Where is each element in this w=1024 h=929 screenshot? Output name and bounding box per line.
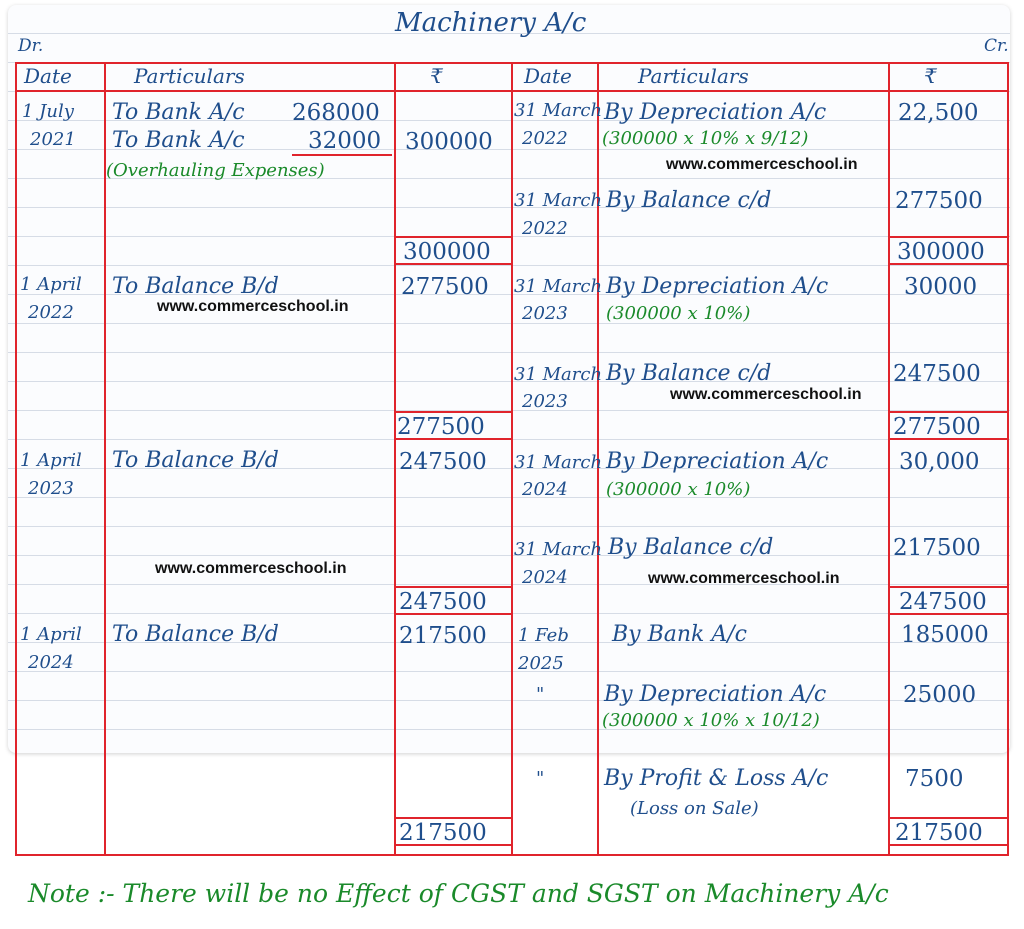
credit-amount: 25000	[903, 682, 977, 708]
debit-date: 1 April	[20, 624, 82, 645]
watermark: www.commerceschool.in	[157, 298, 349, 315]
debit-date-year: 2022	[28, 302, 74, 323]
debit-entry: To Balance B/d	[112, 274, 279, 299]
cr-particulars-header: Particulars	[638, 64, 749, 88]
watermark: www.commerceschool.in	[670, 386, 862, 403]
credit-total: 217500	[895, 820, 983, 846]
credit-narration: (300000 x 10% x 9/12)	[602, 128, 809, 149]
credit-amount: 30000	[904, 274, 978, 300]
credit-date: 1 Feb	[518, 625, 569, 646]
credit-total: 277500	[893, 414, 981, 440]
credit-amount: 247500	[893, 361, 981, 387]
credit-date-year: 2025	[518, 653, 564, 674]
credit-amount: 7500	[905, 766, 964, 792]
credit-narration: (Loss on Sale)	[630, 798, 759, 819]
debit-total: 217500	[399, 820, 487, 846]
credit-ditto: "	[536, 684, 545, 705]
credit-date: 31 March	[514, 452, 603, 473]
credit-date: 31 March	[514, 276, 603, 297]
credit-total: 300000	[897, 239, 985, 265]
credit-entry: By Balance c/d	[606, 361, 772, 386]
credit-narration: (300000 x 10% x 10/12)	[602, 710, 820, 731]
dr-particulars-header: Particulars	[134, 64, 245, 88]
credit-entry: By Depreciation A/c	[606, 274, 829, 299]
watermark: www.commerceschool.in	[648, 570, 840, 587]
credit-amount: 30,000	[899, 449, 980, 475]
credit-date-year: 2023	[522, 303, 568, 324]
debit-amount: 300000	[405, 129, 493, 155]
credit-entry: By Depreciation A/c	[604, 100, 827, 125]
debit-entry: To Bank A/c	[112, 128, 245, 153]
credit-date-year: 2023	[522, 391, 568, 412]
credit-narration: (300000 x 10%)	[606, 303, 751, 324]
credit-date-year: 2024	[522, 567, 568, 588]
credit-total: 247500	[899, 589, 987, 615]
watermark: www.commerceschool.in	[155, 560, 347, 577]
cr-date-header: Date	[524, 64, 572, 88]
notebook-paper	[8, 5, 1010, 753]
watermark: www.commerceschool.in	[666, 156, 858, 173]
credit-date: 31 March	[514, 100, 603, 121]
credit-entry: By Balance c/d	[606, 188, 772, 213]
dr-amount-header: ₹	[430, 64, 443, 88]
footer-note: Note :- There will be no Effect of CGST …	[28, 879, 889, 908]
account-title: Machinery A/c	[395, 8, 587, 38]
credit-ditto: "	[536, 768, 545, 789]
debit-date: 1 July	[22, 101, 74, 122]
credit-amount: 217500	[893, 535, 981, 561]
credit-date: 31 March	[514, 364, 603, 385]
credit-entry: By Balance c/d	[608, 535, 774, 560]
credit-amount: 277500	[895, 188, 983, 214]
debit-total: 300000	[403, 239, 491, 265]
credit-narration: (300000 x 10%)	[606, 479, 751, 500]
debit-sub-amount: 268000	[292, 100, 380, 126]
dr-label: Dr.	[18, 36, 44, 56]
debit-date-year: 2021	[30, 129, 76, 150]
debit-total: 247500	[399, 589, 487, 615]
debit-sub-amount: 32000	[308, 128, 382, 154]
dr-date-header: Date	[24, 64, 72, 88]
debit-date: 1 April	[20, 274, 82, 295]
credit-date-year: 2022	[522, 218, 568, 239]
debit-entry: To Bank A/c	[112, 100, 245, 125]
debit-date-year: 2024	[28, 652, 74, 673]
credit-date-year: 2024	[522, 479, 568, 500]
debit-entry: To Balance B/d	[112, 448, 279, 473]
credit-entry: By Depreciation A/c	[606, 449, 829, 474]
cr-amount-header: ₹	[924, 64, 937, 88]
credit-date: 31 March	[514, 190, 603, 211]
debit-amount: 277500	[401, 274, 489, 300]
debit-narration: (Overhauling Expenses)	[106, 160, 325, 181]
debit-amount: 247500	[399, 449, 487, 475]
credit-date: 31 March	[514, 539, 603, 560]
debit-date-year: 2023	[28, 478, 74, 499]
debit-amount: 217500	[399, 623, 487, 649]
credit-date-year: 2022	[522, 128, 568, 149]
debit-total: 277500	[397, 414, 485, 440]
credit-entry: By Bank A/c	[612, 622, 747, 647]
credit-amount: 185000	[901, 622, 989, 648]
credit-entry: By Profit & Loss A/c	[604, 766, 829, 791]
debit-entry: To Balance B/d	[112, 622, 279, 647]
credit-amount: 22,500	[898, 100, 979, 126]
debit-date: 1 April	[20, 450, 82, 471]
cr-label: Cr.	[984, 36, 1009, 56]
credit-entry: By Depreciation A/c	[604, 682, 827, 707]
